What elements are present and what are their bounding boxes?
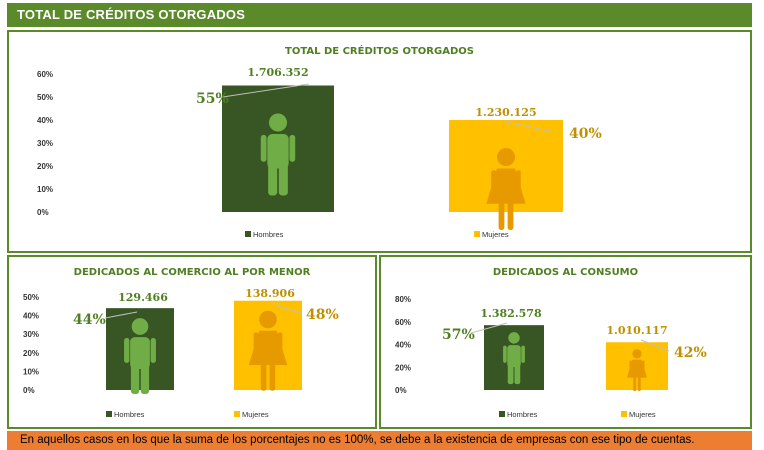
footnote: En aquellos casos en los que la suma de … (7, 431, 752, 450)
leader-line (470, 322, 508, 334)
y-tick-label: 30% (37, 139, 53, 148)
leader-line (104, 311, 138, 319)
percent-label: 44% (73, 312, 106, 328)
legend-swatch (106, 411, 112, 417)
value-label: 1.230.125 (475, 106, 536, 119)
y-tick-label: 20% (23, 349, 39, 358)
leader-line (215, 83, 310, 99)
man-icon (260, 113, 296, 196)
legend-label: Mujeres (242, 410, 269, 419)
woman-icon (626, 349, 648, 391)
value-label: 129.466 (118, 291, 168, 304)
chart-panel-comercio: DEDICADOS AL COMERCIO AL POR MENOR 50% 40%… (7, 255, 377, 429)
legend-swatch (621, 411, 627, 417)
chart-title: TOTAL DE CRÉDITOS OTORGADOS (285, 44, 474, 57)
value-label: 1.382.578 (480, 307, 542, 320)
percent-label: 48% (306, 307, 339, 323)
y-tick-label: 10% (37, 185, 53, 194)
legend-swatch (245, 231, 251, 237)
y-tick-label: 50% (37, 93, 53, 102)
man-icon (124, 318, 156, 394)
chart-panel-consumo: DEDICADOS AL CONSUMO 80% 60% 40% 20% 0% 1.382.… (379, 255, 752, 429)
legend-swatch (474, 231, 480, 237)
y-tick-label: 40% (395, 341, 411, 350)
y-tick-label: 30% (23, 330, 39, 339)
y-tick-label: 10% (23, 367, 39, 376)
y-tick-label: 60% (37, 70, 53, 79)
percent-label: 55% (196, 91, 229, 107)
y-tick-label: 0% (395, 386, 407, 395)
chart-consumo: DEDICADOS AL CONSUMO 80% 60% 40% 20% 0% 1.382.… (395, 267, 707, 419)
chart-title: DEDICADOS AL CONSUMO (493, 267, 638, 278)
value-label: 138.906 (245, 287, 295, 300)
legend-swatch (499, 411, 505, 417)
value-label: 1.010.117 (606, 324, 667, 337)
legend-label: Mujeres (629, 410, 656, 419)
chart-panel-total: TOTAL DE CRÉDITOS OTORGADOS 60% 50% 40% 30% 2… (7, 30, 752, 253)
leader-line (640, 339, 670, 352)
y-tick-label: 40% (23, 312, 39, 321)
y-tick-label: 60% (395, 318, 411, 327)
y-tick-label: 50% (23, 293, 39, 302)
chart-comercio-por-menor: DEDICADOS AL COMERCIO AL POR MENOR 50% 40%… (23, 267, 339, 419)
y-tick-label: 20% (395, 363, 411, 372)
chart-title: DEDICADOS AL COMERCIO AL POR MENOR (74, 267, 311, 278)
chart-total-creditos: TOTAL DE CRÉDITOS OTORGADOS 60% 50% 40% 30% 2… (37, 44, 602, 239)
legend-label: Hombres (507, 410, 538, 419)
legend-label: Mujeres (482, 230, 509, 239)
y-tick-label: 80% (395, 295, 411, 304)
woman-icon (248, 310, 288, 391)
page-title: TOTAL DE CRÉDITOS OTORGADOS (7, 3, 752, 27)
legend-label: Hombres (114, 410, 145, 419)
legend-swatch (234, 411, 240, 417)
y-tick-label: 0% (37, 208, 49, 217)
leader-line (273, 304, 302, 314)
percent-label: 42% (674, 345, 707, 361)
man-icon (503, 332, 525, 385)
legend-label: Hombres (253, 230, 284, 239)
value-label: 1.706.352 (247, 66, 308, 79)
percent-label: 40% (569, 126, 602, 142)
woman-icon (486, 148, 526, 230)
y-tick-label: 0% (23, 386, 35, 395)
y-tick-label: 20% (37, 162, 53, 171)
percent-label: 57% (442, 327, 475, 343)
leader-line (505, 121, 555, 133)
y-tick-label: 40% (37, 116, 53, 125)
